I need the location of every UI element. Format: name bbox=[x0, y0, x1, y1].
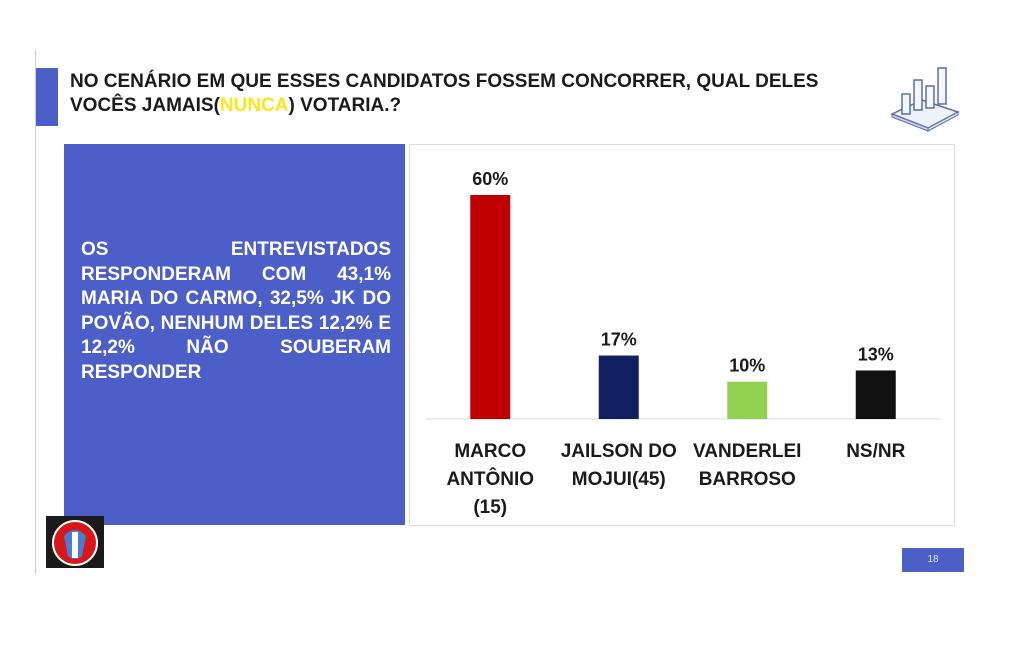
bar-value-label-3: 13% bbox=[858, 344, 894, 364]
bar-3 bbox=[855, 370, 896, 419]
category-label-3: NS/NR bbox=[846, 441, 905, 462]
bar-value-label-0: 60% bbox=[472, 169, 508, 189]
bar-1 bbox=[598, 355, 639, 419]
company-logo bbox=[46, 516, 104, 568]
slide-title: NO CENÁRIO EM QUE ESSES CANDIDATOS FOSSE… bbox=[70, 70, 830, 118]
title-accent-bar bbox=[36, 68, 58, 126]
category-label-2: VANDERLEI BARROSO bbox=[693, 441, 801, 490]
title-text-part1: NO CENÁRIO EM QUE ESSES CANDIDATOS FOSSE… bbox=[70, 71, 819, 116]
page-number: 18 bbox=[902, 548, 964, 572]
bar-value-label-1: 17% bbox=[601, 330, 637, 350]
slide: NO CENÁRIO EM QUE ESSES CANDIDATOS FOSSE… bbox=[35, 50, 964, 574]
title-highlight: NUNCA bbox=[219, 95, 289, 116]
title-text-part2: ) VOTARIA.? bbox=[288, 95, 402, 116]
bar-0 bbox=[470, 195, 511, 419]
category-label-0: MARCO ANTÔNIO (15) bbox=[446, 441, 534, 518]
bar-chart: 60% MARCO ANTÔNIO (15) 17% JAILSON DO MOJUI(45… bbox=[426, 169, 940, 518]
bar-2 bbox=[727, 381, 768, 419]
bar-chart-icon bbox=[890, 67, 960, 132]
summary-panel: OS ENTREVISTADOS RESPONDERAM COM 43,1% M… bbox=[64, 144, 405, 525]
bar-value-label-2: 10% bbox=[729, 356, 765, 376]
category-label-1: JAILSON DO MOJUI(45) bbox=[561, 441, 677, 490]
summary-text: OS ENTREVISTADOS RESPONDERAM COM 43,1% M… bbox=[81, 239, 391, 383]
chart-frame: 60% MARCO ANTÔNIO (15) 17% JAILSON DO MOJUI(45… bbox=[409, 144, 955, 526]
